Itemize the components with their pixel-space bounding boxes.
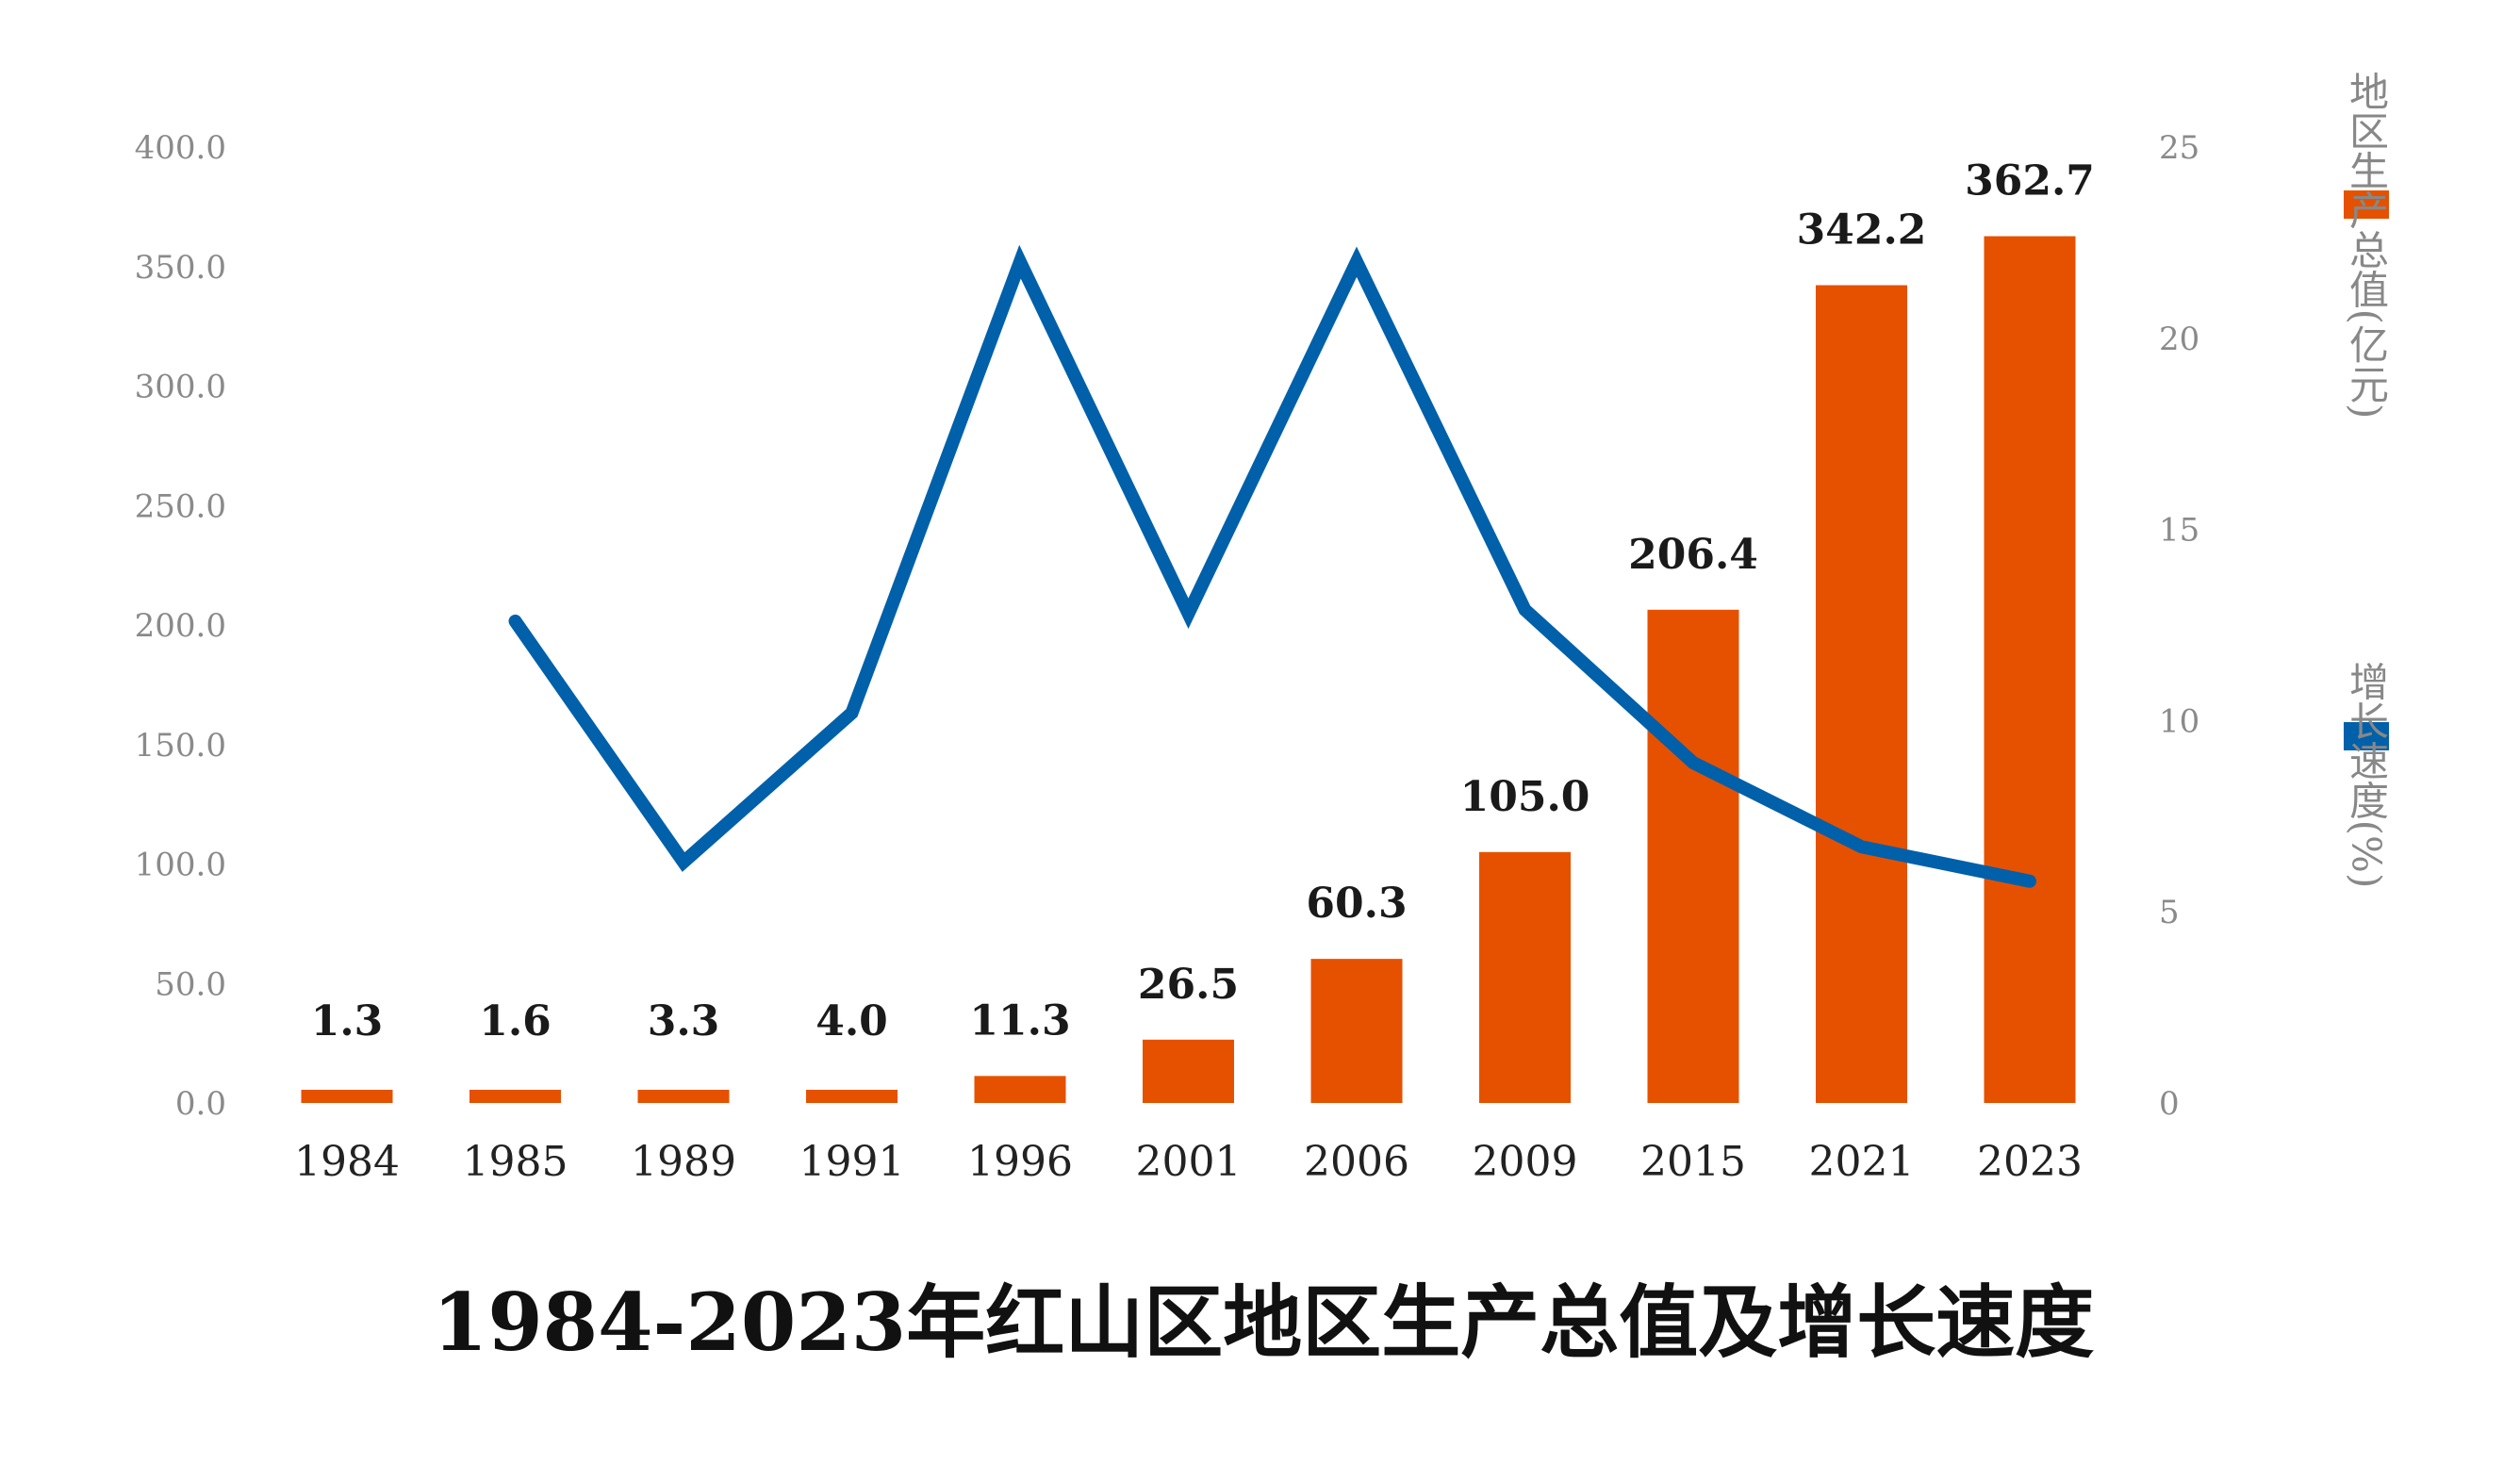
legend-swatch-1 (2344, 722, 2389, 750)
bar-label-2009: 105.0 (1460, 773, 1590, 821)
bar-series (301, 236, 2076, 1104)
right-tick-25: 25 (2159, 129, 2199, 167)
right-tick-5: 5 (2159, 894, 2180, 931)
left-tick-100.0: 100.0 (135, 847, 226, 884)
bar-2009 (1479, 851, 1571, 1103)
x-tick-2021: 2021 (1809, 1138, 1915, 1186)
bar-label-1984: 1.3 (311, 997, 384, 1045)
bar-1985 (469, 1090, 561, 1103)
bar-label-1989: 3.3 (648, 997, 720, 1045)
bar-1996 (974, 1076, 1066, 1103)
right-tick-15: 15 (2159, 512, 2199, 550)
left-tick-0.0: 0.0 (175, 1085, 226, 1123)
x-tick-1991: 1991 (799, 1138, 905, 1186)
x-tick-2006: 2006 (1304, 1138, 1409, 1186)
x-axis-ticks: 1984 1985 1989 1991 1996 2001 2006 2009 2015 2021… (294, 1138, 2083, 1186)
bar-label-2023: 362.7 (1965, 157, 2095, 206)
bar-2021 (1816, 285, 1907, 1103)
left-tick-300.0: 300.0 (135, 369, 226, 406)
bar-label-2015: 206.4 (1628, 531, 1758, 579)
x-tick-2015: 2015 (1640, 1138, 1746, 1186)
bar-label-2001: 26.5 (1138, 961, 1239, 1009)
growth-point-2015 (1692, 762, 1694, 764)
chart-title: 1984-2023年红山区地区生产总值及增长速度 (433, 1276, 2094, 1369)
bar-2015 (1647, 609, 1739, 1103)
left-tick-50.0: 50.0 (155, 965, 226, 1003)
growth-point-2021 (1861, 846, 1862, 848)
legend-label-1: 增长速度(%) (2344, 662, 2390, 889)
x-tick-1985: 1985 (463, 1138, 568, 1186)
right-tick-10: 10 (2159, 702, 2199, 740)
x-tick-1984: 1984 (294, 1138, 400, 1186)
bar-1989 (637, 1090, 730, 1103)
line-series (508, 244, 2036, 888)
legend: 地区生产总值(亿元) 增长速度(%) (2344, 72, 2390, 889)
left-tick-400.0: 400.0 (135, 129, 226, 167)
left-axis-ticks: 0.0 50.0 100.0 150.0 200.0 250.0 300.0 350.0 400… (135, 129, 226, 1123)
right-tick-20: 20 (2159, 321, 2199, 358)
bar-2006 (1310, 959, 1403, 1103)
legend-swatch-0 (2344, 190, 2389, 219)
bar-data-labels: 1.3 1.6 3.3 4.0 11.3 26.5 60.3 105.0 206.4 342.2 3… (311, 157, 2095, 1045)
growth-point-2009 (1524, 609, 1525, 611)
left-tick-350.0: 350.0 (135, 249, 226, 287)
left-tick-200.0: 200.0 (135, 607, 226, 645)
growth-point-1985 (515, 620, 516, 622)
growth-rate-line (508, 244, 2036, 888)
bar-label-2021: 342.2 (1797, 206, 1927, 255)
bar-2001 (1143, 1039, 1234, 1103)
x-tick-1989: 1989 (631, 1138, 736, 1186)
growth-point-2001 (1188, 613, 1189, 615)
bar-label-1996: 11.3 (969, 996, 1070, 1045)
growth-point-2006 (1356, 261, 1358, 263)
x-tick-2001: 2001 (1136, 1138, 1242, 1186)
x-tick-1996: 1996 (967, 1138, 1073, 1186)
growth-point-1996 (1019, 261, 1021, 263)
bar-label-1991: 4.0 (815, 997, 888, 1045)
bar-label-1985: 1.6 (479, 997, 552, 1045)
bar-1991 (806, 1090, 898, 1103)
x-tick-2009: 2009 (1473, 1138, 1578, 1186)
right-axis-ticks: 0 5 10 15 20 25 (2159, 129, 2199, 1123)
legend-label-0: 地区生产总值(亿元) (2344, 72, 2390, 420)
bar-1984 (301, 1090, 393, 1103)
growth-point-1991 (851, 712, 852, 714)
left-tick-150.0: 150.0 (135, 727, 226, 765)
right-tick-0: 0 (2159, 1085, 2180, 1123)
bar-label-2006: 60.3 (1306, 880, 1407, 928)
x-tick-2023: 2023 (1977, 1138, 2083, 1186)
bar-2023 (1984, 236, 2076, 1104)
left-tick-250.0: 250.0 (135, 487, 226, 525)
